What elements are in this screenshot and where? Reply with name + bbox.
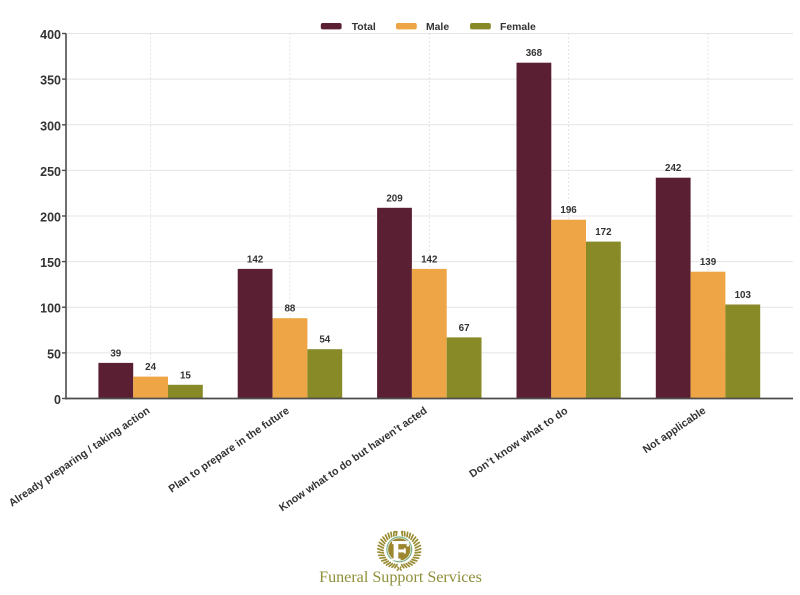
svg-text:196: 196 [560,205,577,216]
svg-text:67: 67 [459,323,470,334]
svg-text:150: 150 [40,256,61,270]
svg-text:24: 24 [145,362,156,373]
svg-text:209: 209 [386,193,403,204]
svg-text:142: 142 [421,254,438,265]
svg-text:300: 300 [40,119,61,133]
svg-text:172: 172 [595,227,612,238]
svg-text:400: 400 [40,28,61,42]
svg-text:54: 54 [319,335,330,346]
svg-text:Funeral Support Services: Funeral Support Services [319,569,482,586]
svg-text:103: 103 [735,290,752,301]
svg-text:0: 0 [54,393,61,407]
svg-text:Male: Male [426,22,449,33]
svg-text:368: 368 [526,48,543,59]
svg-text:Total: Total [352,22,376,33]
svg-text:250: 250 [40,165,61,179]
svg-text:39: 39 [110,348,121,359]
svg-text:50: 50 [47,347,61,361]
svg-text:142: 142 [247,254,264,265]
svg-text:15: 15 [180,370,191,381]
svg-text:Female: Female [500,22,536,33]
svg-text:100: 100 [40,302,61,316]
svg-text:242: 242 [665,163,682,174]
svg-text:350: 350 [40,74,61,88]
svg-text:139: 139 [700,257,717,268]
svg-text:200: 200 [40,211,61,225]
svg-text:88: 88 [284,304,295,315]
